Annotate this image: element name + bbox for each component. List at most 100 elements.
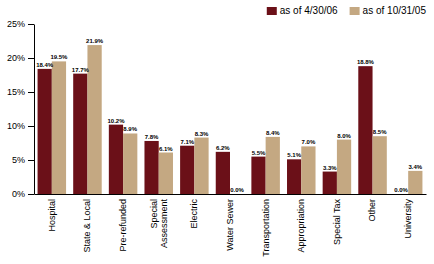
- bar: [73, 74, 87, 194]
- x-tick-label-line: Special: [149, 199, 159, 229]
- data-label: 18.8%: [357, 59, 375, 65]
- x-tick: Water Sewer: [225, 199, 235, 251]
- y-axis: 0% 5% 10% 15% 20% 25%: [7, 19, 35, 199]
- data-label: 5.1%: [287, 152, 301, 158]
- data-label: 21.9%: [86, 38, 104, 44]
- data-label: 3.4%: [408, 164, 422, 170]
- bar: [323, 172, 337, 194]
- x-tick-label: Appropriation: [296, 199, 306, 253]
- data-label: 6.2%: [216, 145, 230, 151]
- bar: [408, 171, 422, 194]
- bar: [251, 157, 265, 194]
- x-tick-label: Other: [367, 199, 377, 222]
- x-tick-label: Water Sewer: [225, 199, 235, 251]
- series: [52, 45, 423, 194]
- y-tick-mark: [28, 160, 34, 161]
- bar: [144, 141, 158, 194]
- x-axis: Hospital State & Local Pre-refunded Special…: [35, 195, 427, 257]
- bar: [216, 152, 230, 194]
- x-tick-label-line: University: [403, 199, 413, 239]
- x-tick: Appropriation: [296, 199, 306, 253]
- y-tick-label: 20%: [7, 53, 25, 63]
- y-tick-mark: [28, 58, 34, 59]
- data-label: 7.0%: [302, 139, 316, 145]
- data-label: 8.9%: [123, 126, 137, 132]
- y-tick: 10%: [7, 121, 34, 131]
- x-tick-label-line: State & Local: [82, 199, 92, 253]
- x-tick-label-line: Transportation: [261, 199, 271, 257]
- bar: [230, 194, 244, 195]
- x-tick-label: Electric: [189, 199, 199, 229]
- legend-item: as of 10/31/05: [350, 5, 427, 16]
- y-tick: 5%: [12, 155, 34, 165]
- bar: [287, 159, 301, 194]
- x-axis-line: [35, 194, 427, 195]
- x-tick: Electric: [189, 199, 199, 229]
- data-label: 17.7%: [72, 67, 90, 73]
- y-tick-label: 15%: [7, 87, 25, 97]
- y-tick-mark: [28, 194, 34, 195]
- data-label: 3.3%: [323, 165, 337, 171]
- bar: [109, 125, 123, 194]
- x-tick-label-line: Water Sewer: [225, 199, 235, 251]
- x-tick: Transportation: [261, 199, 271, 257]
- legend: as of 4/30/06 as of 10/31/05: [267, 5, 427, 16]
- bar: [87, 45, 101, 194]
- data-label: 8.4%: [266, 130, 280, 136]
- x-tick-label-line: Appropriation: [296, 199, 306, 253]
- data-label: 0.0%: [394, 187, 408, 193]
- x-tick-label-line: Assessment: [159, 199, 169, 249]
- x-tick-label-line: Pre-refunded: [118, 199, 128, 252]
- y-tick-label: 5%: [12, 155, 25, 165]
- data-label: 7.8%: [145, 134, 159, 140]
- legend-swatch: [350, 7, 360, 15]
- legend-label: as of 4/30/06: [280, 5, 338, 16]
- bar: [373, 136, 387, 194]
- bar: [394, 194, 408, 195]
- x-tick: Other: [367, 199, 377, 222]
- data-label: 0.0%: [230, 187, 244, 193]
- y-tick: 25%: [7, 19, 34, 29]
- y-tick-mark: [28, 92, 34, 93]
- data-label: 8.0%: [337, 133, 351, 139]
- x-tick-label-line: Electric: [189, 199, 199, 229]
- y-axis-line: [34, 25, 35, 195]
- legend-item: as of 4/30/06: [267, 5, 338, 16]
- x-tick: SpecialAssessment: [149, 199, 169, 249]
- x-tick-label: SpecialAssessment: [149, 199, 169, 249]
- bar: [358, 66, 372, 194]
- x-tick-label-line: Special Tax: [332, 199, 342, 245]
- bar: [123, 133, 137, 194]
- chart: 0% 5% 10% 15% 20% 25% Hospital State & Local Pre…: [0, 0, 434, 264]
- y-tick: 20%: [7, 53, 34, 63]
- y-tick: 0%: [12, 189, 34, 199]
- y-tick-label: 10%: [7, 121, 25, 131]
- y-tick-mark: [28, 24, 34, 25]
- x-tick: Hospital: [47, 199, 57, 232]
- x-tick-label: Special Tax: [332, 199, 342, 245]
- x-tick-label-line: Hospital: [47, 199, 57, 232]
- bar: [194, 138, 208, 194]
- data-label: 8.5%: [373, 129, 387, 135]
- x-tick-label: University: [403, 199, 413, 239]
- data-label: 8.3%: [195, 131, 209, 137]
- x-tick-label: State & Local: [82, 199, 92, 253]
- y-tick-label: 25%: [7, 19, 25, 29]
- x-tick: University: [403, 199, 413, 239]
- data-label: 18.4%: [36, 62, 54, 68]
- x-tick: State & Local: [82, 199, 92, 253]
- data-label: 10.2%: [107, 118, 125, 124]
- bar: [266, 137, 280, 194]
- bar: [159, 153, 173, 194]
- bar: [52, 61, 66, 194]
- legend-label: as of 10/31/05: [363, 5, 427, 16]
- x-tick-label: Hospital: [47, 199, 57, 232]
- y-tick-mark: [28, 126, 34, 127]
- x-tick-label: Pre-refunded: [118, 199, 128, 252]
- x-tick: Pre-refunded: [118, 199, 128, 252]
- bar: [38, 69, 52, 194]
- data-label: 19.5%: [50, 54, 68, 60]
- bar: [337, 140, 351, 194]
- plot: 0% 5% 10% 15% 20% 25% Hospital State & Local Pre…: [7, 19, 427, 256]
- legend-swatch: [267, 7, 277, 15]
